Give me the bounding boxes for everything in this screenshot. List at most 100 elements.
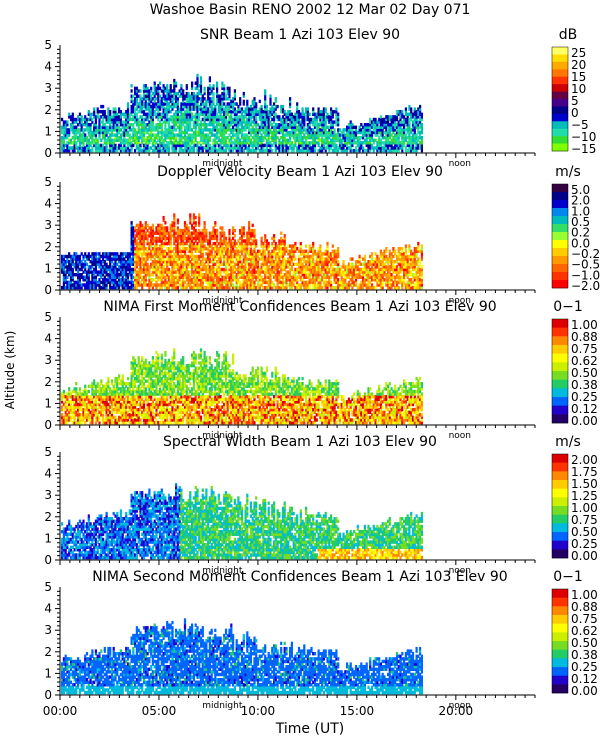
echo-cell [66,143,69,148]
echo-cell [85,125,89,129]
echo-cell [160,141,163,145]
echo-cell [262,123,265,127]
echo-cell [244,141,247,145]
echo-cell [317,107,320,111]
echo-cell [75,143,78,148]
echo-cell [271,130,274,135]
echo-cell [84,146,87,150]
echo-cell [242,115,245,119]
echo-cell [148,94,151,98]
echo-cell [246,125,249,129]
echo-cell [233,89,236,93]
echo-cell [166,133,169,137]
echo-cell [191,99,194,104]
echo-cell [242,141,245,145]
echo-cell [297,115,301,119]
echo-cell [123,138,126,142]
echo-cell [153,136,156,140]
echo-cell [82,146,85,150]
echo-cell [278,143,281,148]
echo-cell [258,112,261,116]
echo-cell [176,91,179,96]
echo-cell [223,102,226,106]
echo-cell [105,143,108,148]
echo-cell [128,138,131,142]
echo-cell [296,133,299,137]
echo-cell [141,99,144,104]
echo-cell [137,117,140,122]
echo-cell [61,148,64,153]
echo-cell [192,133,195,137]
echo-cell [289,146,292,150]
echo-cell [237,110,240,114]
echo-cell [178,117,181,122]
echo-cell [144,86,147,91]
echo-cell [169,104,172,109]
echo-cell [310,130,313,135]
echo-cell [192,94,195,98]
echo-cell [82,128,85,132]
echo-cell [166,148,169,153]
echo-cell [164,143,167,148]
echo-cell [297,133,301,137]
echo-cell [198,123,201,127]
echo-cell [242,226,245,230]
echo-cell [75,133,78,137]
echo-cell [66,141,69,145]
echo-cell [228,89,231,93]
echo-cell [132,136,135,140]
echo-cell [255,117,258,122]
echo-cell [219,143,222,148]
echo-cell [189,125,192,129]
echo-cell [242,138,245,142]
echo-cell [64,128,67,132]
echo-cell [221,84,224,88]
echo-cell [146,89,149,93]
echo-cell [175,141,178,145]
echo-cell [212,125,215,129]
echo-cell [77,115,80,119]
echo-cell [269,110,272,114]
echo-cell [224,138,228,142]
echo-cell [173,94,176,98]
echo-cell [114,115,117,119]
echo-cell [155,86,158,91]
echo-cell [68,128,71,132]
echo-cell [139,110,142,114]
echo-cell [180,86,183,91]
echo-cell [119,115,122,119]
echo-cell [253,115,256,119]
echo-cell [157,102,160,106]
echo-cell [109,123,112,127]
echo-cell [135,136,138,140]
echo-cell [128,143,131,148]
echo-cell [151,138,154,142]
echo-cell [173,78,176,83]
echo-cell [233,110,236,114]
echo-cell [280,128,283,132]
echo-cell [219,138,222,142]
echo-cell [239,115,242,119]
echo-cell [116,133,119,137]
echo-cell [237,104,240,109]
echo-cell [223,84,226,88]
echo-cell [166,226,169,230]
echo-cell [166,104,169,109]
echo-cell [71,128,74,132]
echo-cell [201,112,204,116]
echo-cell [256,128,260,132]
echo-cell [148,148,151,153]
echo-cell [308,130,311,135]
echo-cell [237,146,240,150]
echo-cell [73,125,76,129]
echo-cell [144,141,147,145]
echo-cell [232,120,235,124]
echo-cell [207,115,210,119]
echo-cell [155,123,158,127]
echo-cell [110,143,114,148]
echo-cell [175,110,178,114]
echo-cell [244,136,247,140]
echo-cell [123,120,126,124]
echo-cell [78,141,81,145]
echo-cell [258,125,261,129]
